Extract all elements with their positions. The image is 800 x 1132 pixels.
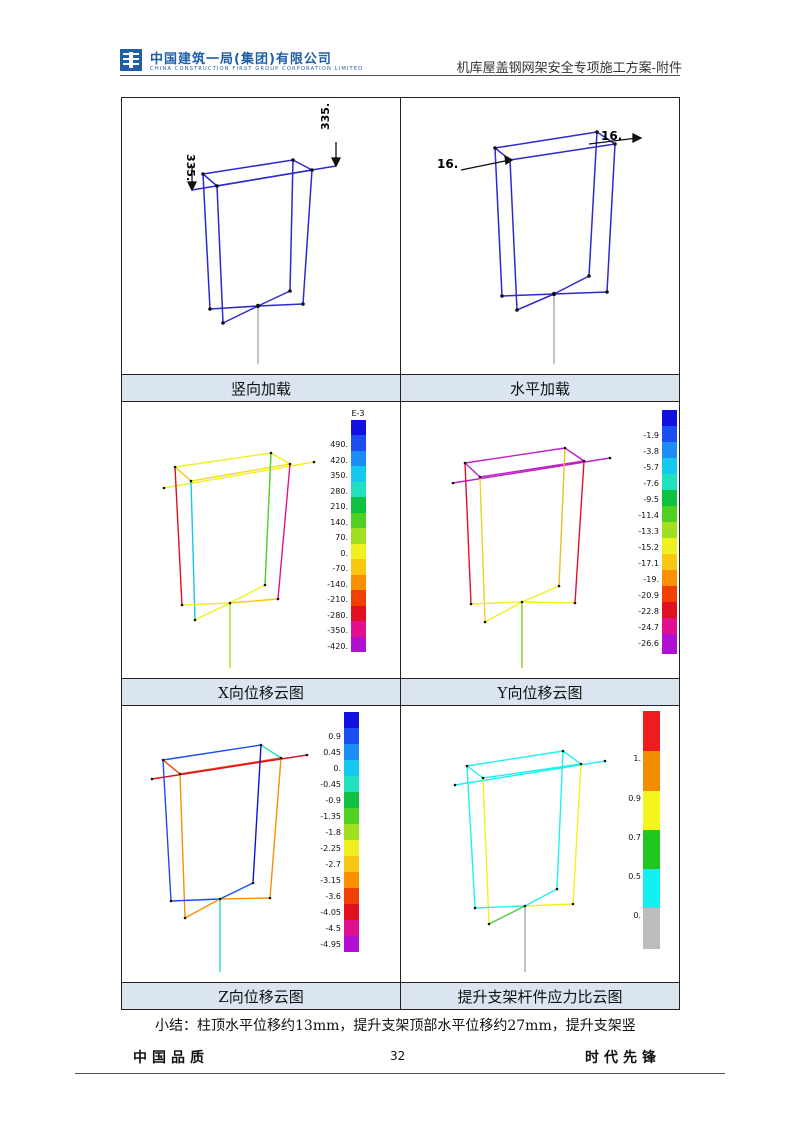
legend-value: 0.	[340, 549, 348, 558]
legend-value: -13.3	[638, 527, 659, 536]
figure-x-displacement: E-3 490. 420.	[121, 401, 401, 679]
legend-value: 0.9	[328, 732, 341, 741]
legend-value: 140.	[330, 518, 348, 527]
figure-horizontal-load: 16. 16.	[400, 97, 680, 375]
load-label-left: 335.	[184, 154, 197, 181]
legend-value: -0.45	[320, 780, 341, 789]
legend-value: -4.05	[320, 908, 341, 917]
legend-value: -20.9	[638, 591, 659, 600]
legend-value: 1.	[633, 754, 641, 763]
legend-unit: E-3	[351, 409, 364, 418]
z-displacement-legend: 0.9 0.45 0. -0.45 -0.9 -1.35 -1.8 -2.25 …	[320, 712, 359, 952]
caption-vertical-load: 竖向加载	[121, 374, 401, 402]
company-name-cn: 中国建筑一局(集团)有限公司	[150, 52, 332, 67]
page-number: 32	[390, 1049, 406, 1063]
header-rule	[120, 75, 680, 76]
footer-right-slogan: 时代先锋	[585, 1050, 661, 1066]
footer-rule	[75, 1073, 725, 1074]
load-label-left: 16.	[437, 157, 458, 171]
load-label-right: 16.	[601, 129, 622, 143]
legend-value: 350.	[330, 471, 348, 480]
caption-z-displacement: Z向位移云图	[121, 982, 401, 1010]
legend-value: 0.7	[628, 833, 641, 842]
caption-stress-ratio: 提升支架杆件应力比云图	[400, 982, 680, 1010]
legend-value: -26.6	[638, 639, 659, 648]
horizontal-load-diagram: 16. 16.	[437, 129, 643, 364]
summary-text: 小结：柱顶水平位移约13mm，提升支架顶部水平位移约27mm，提升支架竖	[155, 1018, 636, 1034]
legend-value: 0.	[633, 911, 641, 920]
legend-value: -140.	[327, 580, 348, 589]
caption-horizontal-load: 水平加载	[400, 374, 680, 402]
document-title: 机库屋盖钢网架安全专项施工方案-附件	[456, 61, 682, 76]
legend-value: -9.5	[643, 495, 659, 504]
x-displacement-contour: E-3 490. 420.	[162, 409, 366, 668]
figure-z-displacement: 0.9 0.45 0. -0.45 -0.9 -1.35 -1.8 -2.25 …	[121, 705, 401, 983]
legend-value: -1.35	[320, 812, 341, 821]
legend-value: -22.8	[638, 607, 659, 616]
legend-value: 0.45	[323, 748, 341, 757]
legend-value: -280.	[327, 611, 348, 620]
y-displacement-contour: -1.9 -3.8 -5.7 -7.6 -9.5 -11.4 -13.3 -15…	[451, 410, 677, 668]
caption-x-displacement: X向位移云图	[121, 678, 401, 706]
legend-value: -210.	[327, 595, 348, 604]
figure-table: 335. 335.	[121, 97, 680, 1010]
legend-value: -420.	[327, 642, 348, 651]
legend-value: -350.	[327, 626, 348, 635]
figure-y-displacement: -1.9 -3.8 -5.7 -7.6 -9.5 -11.4 -13.3 -15…	[400, 401, 680, 679]
legend-value: -1.9	[643, 431, 659, 440]
y-displacement-legend: -1.9 -3.8 -5.7 -7.6 -9.5 -11.4 -13.3 -15…	[638, 410, 677, 654]
company-name-en: CHINA CONSTRUCTION FIRST GROUP CORPORATI…	[150, 66, 364, 72]
legend-value: 0.	[333, 764, 341, 773]
x-displacement-legend: E-3 490. 420.	[327, 409, 366, 652]
legend-value: -1.8	[325, 828, 341, 837]
legend-value: -3.6	[325, 892, 341, 901]
legend-value: -17.1	[638, 559, 659, 568]
legend-value: -19.	[643, 575, 659, 584]
vertical-load-diagram: 335. 335.	[184, 103, 342, 364]
legend-value: 420.	[330, 456, 348, 465]
legend-value: -2.7	[325, 860, 341, 869]
legend-value: -0.9	[325, 796, 341, 805]
legend-value: -3.15	[320, 876, 341, 885]
legend-value: -70.	[332, 564, 348, 573]
stress-ratio-contour: 1. 0.9 0.7 0.5 0.	[453, 711, 660, 972]
legend-value: 0.9	[628, 794, 641, 803]
legend-value: -7.6	[643, 479, 659, 488]
stress-ratio-legend: 1. 0.9 0.7 0.5 0.	[628, 711, 660, 949]
figure-stress-ratio: 1. 0.9 0.7 0.5 0.	[400, 705, 680, 983]
legend-value: -4.5	[325, 924, 341, 933]
legend-value: -3.8	[643, 447, 659, 456]
legend-value: 70.	[335, 533, 348, 542]
legend-value: -24.7	[638, 623, 659, 632]
legend-value: -2.25	[320, 844, 341, 853]
legend-value: -4.95	[320, 940, 341, 949]
z-displacement-contour: 0.9 0.45 0. -0.45 -0.9 -1.35 -1.8 -2.25 …	[150, 712, 359, 972]
caption-y-displacement: Y向位移云图	[400, 678, 680, 706]
legend-value: 490.	[330, 440, 348, 449]
legend-value: -11.4	[638, 511, 659, 520]
legend-value: 280.	[330, 487, 348, 496]
figure-vertical-load: 335. 335.	[121, 97, 401, 375]
legend-value: -15.2	[638, 543, 659, 552]
legend-value: -5.7	[643, 463, 659, 472]
legend-value: 210.	[330, 502, 348, 511]
footer-left-slogan: 中国品质	[133, 1050, 209, 1066]
legend-value: 0.5	[628, 872, 641, 881]
load-label-right: 335.	[319, 103, 332, 130]
company-logo-icon	[120, 49, 142, 71]
